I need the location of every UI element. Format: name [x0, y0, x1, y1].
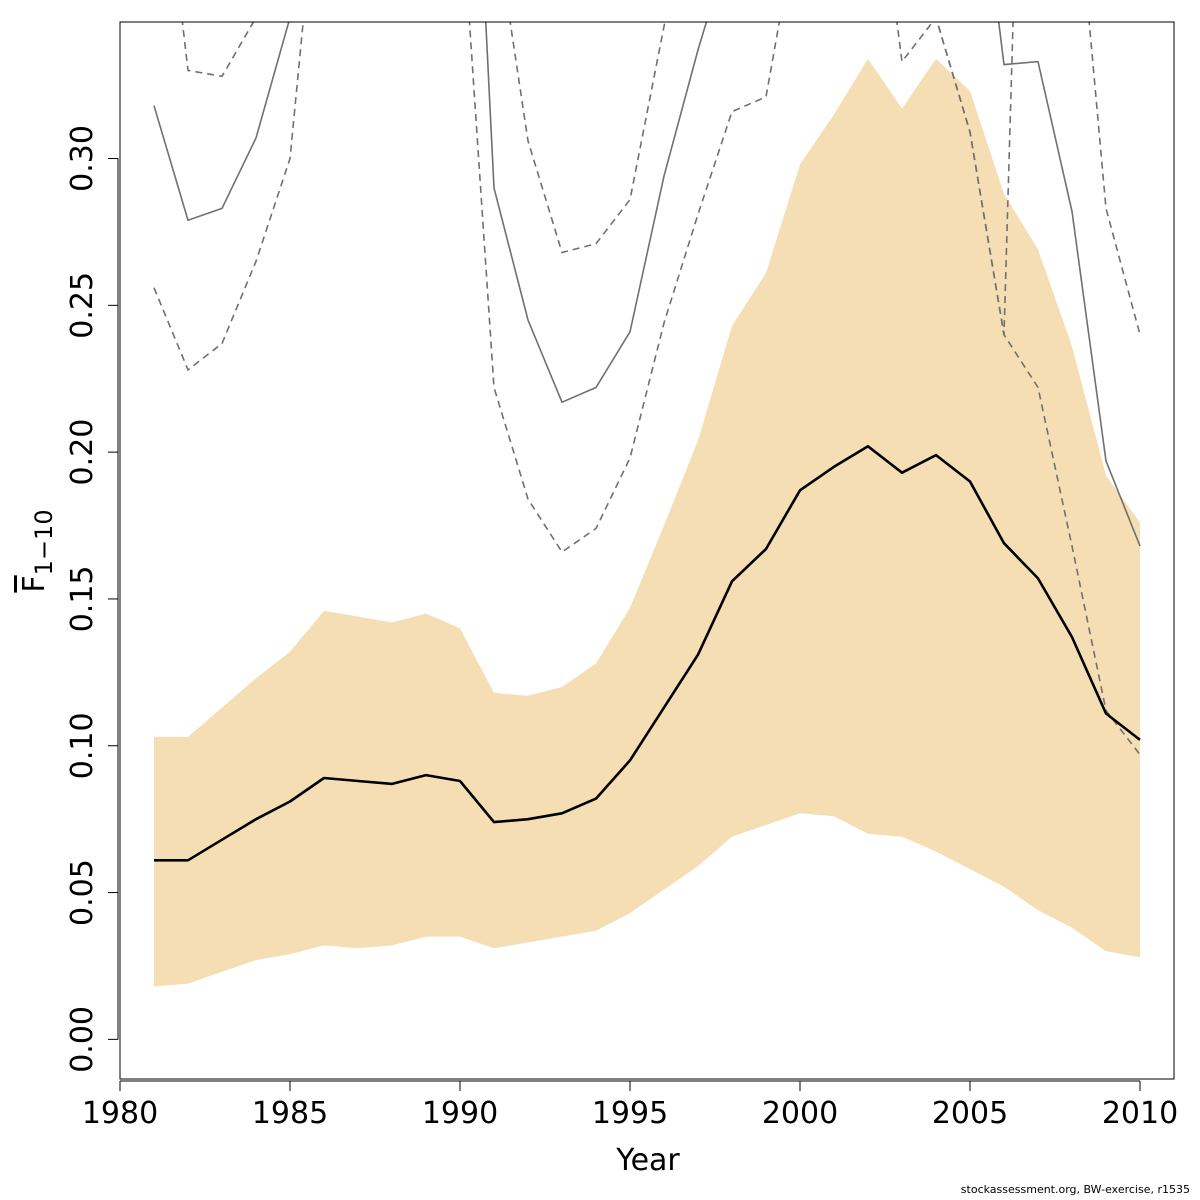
y-axis: 0.00 0.05 0.10 0.15 0.20 0.25 0.30: [65, 125, 119, 1073]
confidence-band: [154, 58, 1140, 987]
retro-peel-3-mean-line: [997, 22, 1141, 547]
retro-peel-1-mean-line: [153, 22, 290, 222]
y-axis-title-subscript: 1−10: [30, 509, 58, 575]
retro-peel-3-upper_right-line: [1088, 22, 1141, 335]
x-tick-label: 2010: [1102, 1096, 1178, 1131]
y-tick-label: 0.20: [65, 419, 100, 486]
y-axis-title-main: F: [17, 575, 52, 592]
x-tick-label: 1980: [82, 1096, 158, 1131]
retro-peel-1-lower-line: [153, 22, 304, 372]
confidence-band-area: [154, 58, 1140, 987]
x-tick-label: 1995: [592, 1096, 668, 1131]
y-tick-label: 0.25: [65, 272, 100, 339]
retro-peel-2-upper-line: [509, 22, 666, 254]
retrospective-lines: [153, 22, 1141, 756]
x-axis-title: Year: [615, 1143, 680, 1178]
y-tick-label: 0.00: [65, 1006, 100, 1073]
y-tick-label: 0.30: [65, 125, 100, 192]
y-axis-title: F1−10: [17, 509, 58, 592]
plot-frame: [119, 21, 1175, 1080]
y-tick-label: 0.05: [65, 859, 100, 926]
retro-peel-2-lower-line: [468, 22, 781, 554]
x-tick-label: 2005: [932, 1096, 1008, 1131]
y-tick-label: 0.15: [65, 566, 100, 633]
x-tick-label: 1985: [252, 1096, 328, 1131]
y-tick-label: 0.10: [65, 712, 100, 779]
estimate-line: [154, 444, 1141, 862]
retro-peel-2-mean-line: [484, 22, 708, 404]
retro-peel-1-upper-line: [181, 22, 255, 78]
x-tick-label: 1990: [422, 1096, 498, 1131]
x-tick-label: 2000: [762, 1096, 838, 1131]
footnote: stockassessment.org, BW-exercise, r1535: [960, 1183, 1190, 1196]
x-axis: 1980 1985 1990 1995 2000 2005 2010: [82, 1080, 1178, 1131]
estimate-line-layer: [154, 444, 1141, 862]
svg-text:F1−10: F1−10: [17, 509, 58, 592]
